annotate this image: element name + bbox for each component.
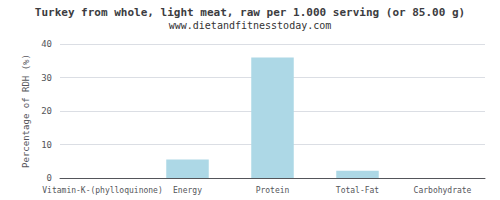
svg-text:40: 40 xyxy=(41,39,52,49)
svg-text:20: 20 xyxy=(41,106,52,116)
svg-text:30: 30 xyxy=(41,73,52,83)
svg-text:10: 10 xyxy=(41,140,52,150)
svg-text:Vitamin-K-(phylloquinone): Vitamin-K-(phylloquinone) xyxy=(42,186,162,195)
svg-text:Protein: Protein xyxy=(256,186,290,195)
svg-text:Total-Fat: Total-Fat xyxy=(336,186,380,195)
svg-text:Energy: Energy xyxy=(173,186,202,195)
svg-text:Turkey from whole, light meat,: Turkey from whole, light meat, raw per 1… xyxy=(35,6,465,19)
svg-text:www.dietandfitnesstoday.com: www.dietandfitnesstoday.com xyxy=(169,20,332,31)
svg-text:Percentage of RDH (%): Percentage of RDH (%) xyxy=(21,54,31,168)
svg-text:Carbohydrate: Carbohydrate xyxy=(414,186,472,195)
svg-text:0: 0 xyxy=(47,173,52,183)
